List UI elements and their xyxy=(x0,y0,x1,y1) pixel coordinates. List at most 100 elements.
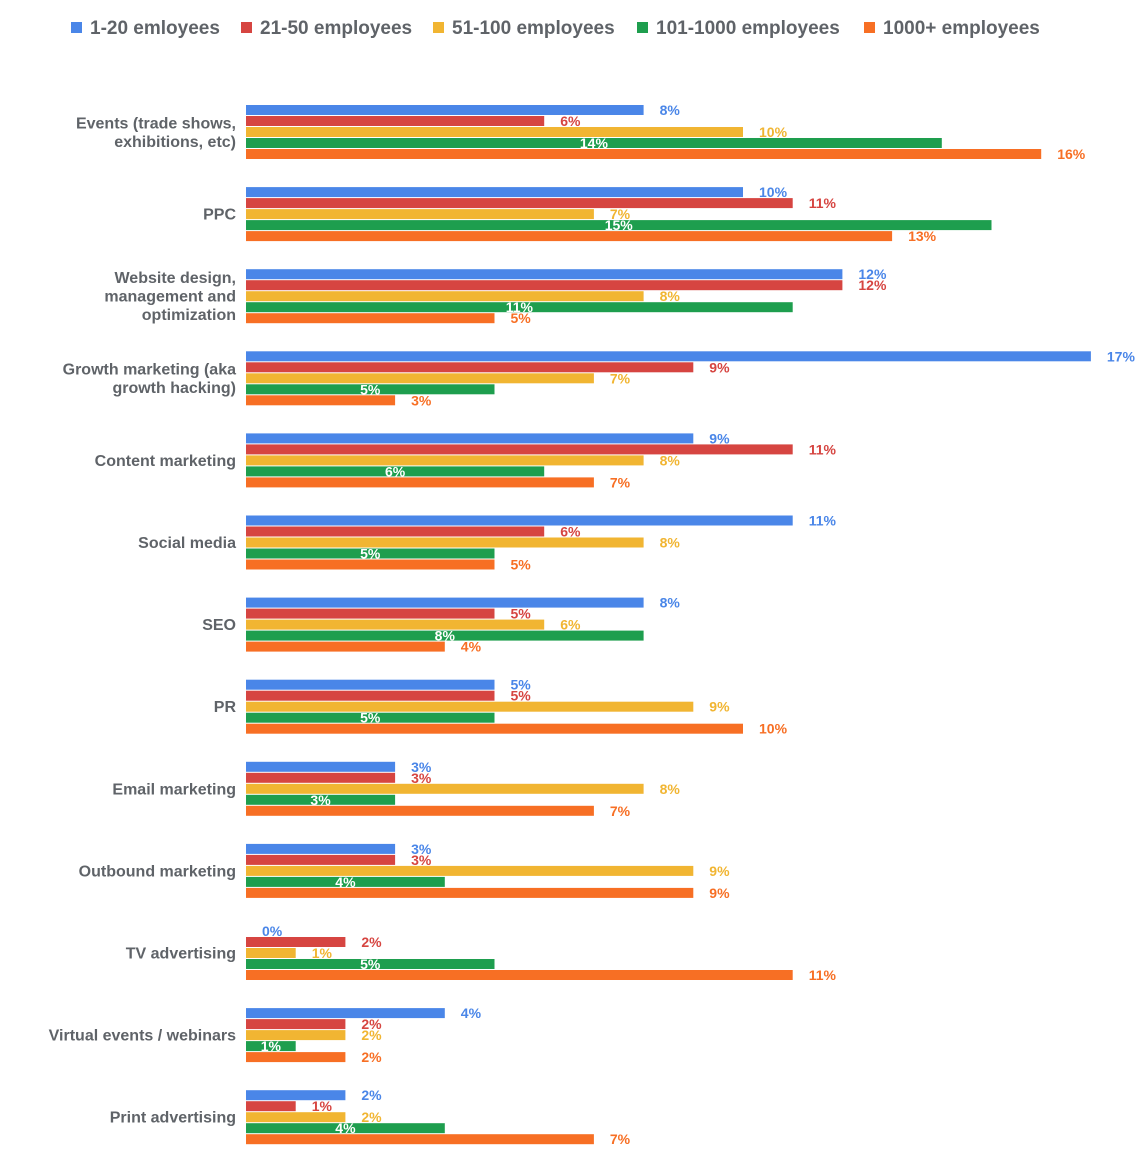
category-label-line: Print advertising xyxy=(110,1110,236,1127)
bar xyxy=(246,1090,346,1101)
bar xyxy=(246,597,644,608)
data-label: 16% xyxy=(1057,146,1086,162)
category-group: Print advertising 2% 1% 2% 4% 7% xyxy=(110,1087,631,1147)
data-label: 8% xyxy=(660,595,681,611)
data-label: 1% xyxy=(312,945,333,961)
bar xyxy=(246,1030,346,1041)
bar xyxy=(246,302,793,313)
bar xyxy=(246,641,445,652)
data-label: 5% xyxy=(511,677,532,693)
bar xyxy=(246,887,694,898)
data-label: 7% xyxy=(610,803,631,819)
category-label: Social media xyxy=(138,535,236,552)
category-label: Website design, management and optimizatio… xyxy=(104,270,236,324)
bar xyxy=(246,291,644,302)
data-label: 8% xyxy=(660,535,681,551)
bar xyxy=(246,1008,445,1019)
category-group: Growth marketing (aka growth hacking) 17% 9… xyxy=(63,348,1136,408)
bar xyxy=(246,608,495,619)
bar xyxy=(246,433,694,444)
bar xyxy=(246,865,694,876)
data-label: 7% xyxy=(610,370,631,386)
data-label: 5% xyxy=(360,710,381,726)
category-label: Growth marketing (aka growth hacking) xyxy=(63,362,236,398)
data-label: 9% xyxy=(709,359,730,375)
bar xyxy=(246,630,644,641)
bar xyxy=(246,280,843,291)
bar xyxy=(246,231,893,242)
data-label: 12% xyxy=(858,266,887,282)
bar xyxy=(246,843,396,854)
legend-label: 1000+ employees xyxy=(883,18,1040,39)
category-label-line: optimization xyxy=(142,307,236,324)
bar xyxy=(246,198,793,209)
data-label: 7% xyxy=(610,206,631,222)
data-label: 4% xyxy=(335,1120,356,1136)
data-label: 17% xyxy=(1107,348,1136,364)
data-label: 8% xyxy=(660,781,681,797)
category-group: PPC 10% 11% 7%15% 13% xyxy=(203,184,992,244)
bar xyxy=(246,187,743,198)
data-label: 11% xyxy=(809,441,837,457)
bar xyxy=(246,723,743,734)
data-label: 7% xyxy=(610,474,631,490)
category-label: Virtual events / webinars xyxy=(49,1028,236,1045)
bar xyxy=(246,269,843,280)
data-label: 4% xyxy=(461,1005,482,1021)
bar xyxy=(246,105,644,115)
bar xyxy=(246,772,396,783)
data-label: 9% xyxy=(709,885,730,901)
category-label: PR xyxy=(214,699,237,716)
category-group: Events (trade shows, exhibitions, etc) 8% 6… xyxy=(76,102,1086,162)
bar xyxy=(246,138,942,148)
data-label: 3% xyxy=(411,759,432,775)
data-label: 1% xyxy=(261,1038,282,1054)
data-label: 2% xyxy=(361,1027,382,1043)
category-label: SEO xyxy=(202,617,236,634)
data-label: 5% xyxy=(511,557,532,573)
category-group: Content marketing 9% 11% 8% 6% 7% xyxy=(95,430,837,490)
legend-item: 51-100 employees xyxy=(433,18,615,39)
data-label: 5% xyxy=(511,310,532,326)
data-label: 5% xyxy=(360,546,381,562)
bar xyxy=(246,209,594,220)
data-label: 11% xyxy=(506,299,534,315)
data-label: 3% xyxy=(411,770,432,786)
category-label: Content marketing xyxy=(95,453,236,470)
data-label: 7% xyxy=(610,1131,631,1147)
data-label: 10% xyxy=(759,124,788,140)
bar xyxy=(246,466,545,477)
data-label: 2% xyxy=(361,934,382,950)
bar xyxy=(246,149,1042,159)
category-label: Print advertising xyxy=(110,1110,236,1127)
data-label: 3% xyxy=(411,841,432,857)
bar xyxy=(246,444,793,455)
category-label-line: TV advertising xyxy=(126,946,236,963)
bar xyxy=(246,805,594,816)
data-label: 4% xyxy=(335,874,356,890)
bar xyxy=(246,937,346,947)
category-label-line: PPC xyxy=(203,207,236,224)
data-label: 4% xyxy=(461,639,482,655)
legend-item: 1-20 emloyees xyxy=(71,18,220,39)
legend-label: 101-1000 employees xyxy=(656,18,840,39)
category-label-line: growth hacking) xyxy=(112,380,236,397)
data-label: 0% xyxy=(262,923,283,939)
bar xyxy=(246,127,743,137)
data-label: 9% xyxy=(709,699,730,715)
bar xyxy=(246,548,495,559)
legend-swatch xyxy=(241,22,252,33)
data-label: 11% xyxy=(809,513,837,529)
data-label: 8% xyxy=(660,452,681,468)
bar xyxy=(246,1112,346,1123)
bar xyxy=(246,1101,296,1112)
data-label: 5% xyxy=(511,606,532,622)
data-label: 15% xyxy=(605,217,634,233)
legend-item: 21-50 employees xyxy=(241,18,412,39)
category-label-line: exhibitions, etc) xyxy=(114,134,236,151)
bar xyxy=(246,477,594,488)
legend-label: 21-50 employees xyxy=(260,18,412,39)
category-label-line: Social media xyxy=(138,535,236,552)
